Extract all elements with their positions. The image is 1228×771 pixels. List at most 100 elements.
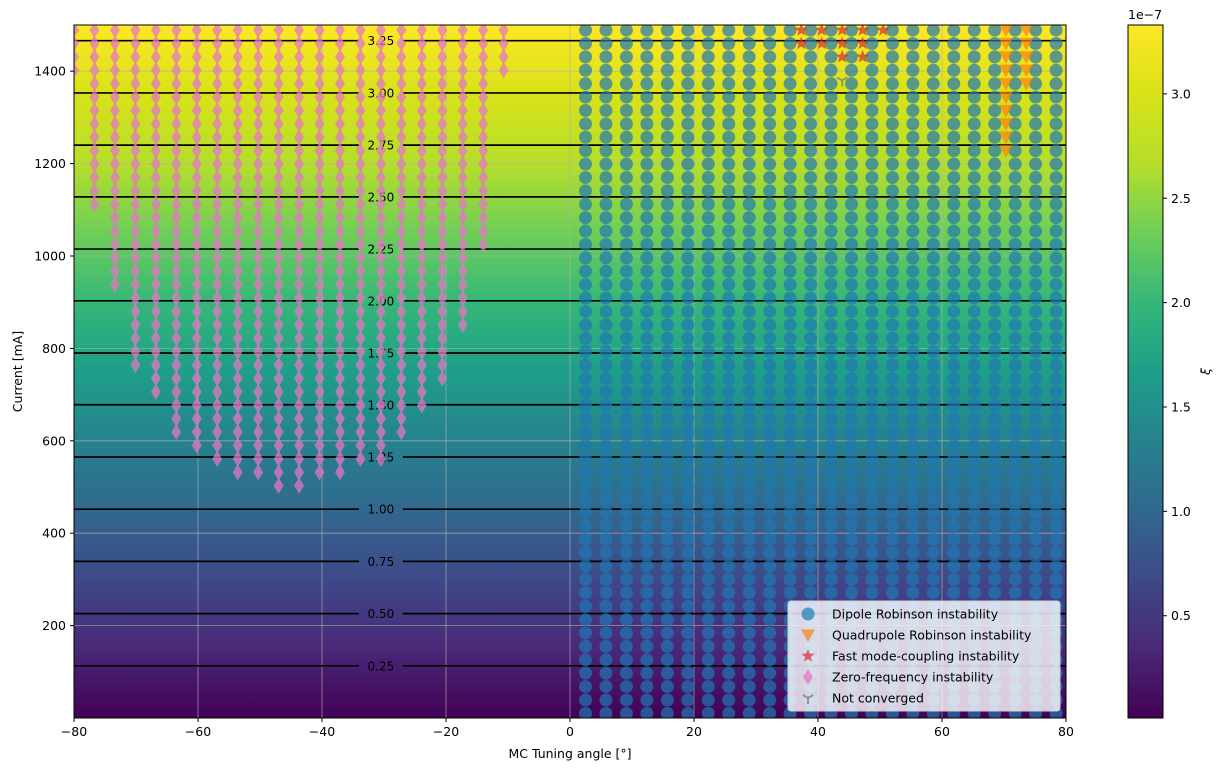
- zero-frequency-marker: [416, 142, 427, 159]
- dipole-marker: [722, 130, 736, 144]
- dipole-marker: [906, 345, 920, 359]
- zero-frequency-marker: [375, 129, 386, 146]
- dipole-marker: [967, 304, 981, 318]
- dipole-marker: [865, 90, 879, 104]
- zero-frequency-marker: [396, 156, 407, 173]
- dipole-marker: [824, 211, 838, 225]
- dipole-marker: [640, 532, 654, 546]
- dipole-marker: [926, 63, 940, 77]
- dipole-marker: [722, 572, 736, 586]
- zero-frequency-marker: [294, 142, 305, 159]
- dipole-marker: [579, 613, 592, 627]
- dipole-marker: [722, 519, 736, 533]
- dipole-marker: [681, 452, 695, 466]
- dipole-marker: [1008, 291, 1022, 305]
- dipole-marker: [885, 130, 899, 144]
- zero-frequency-marker: [314, 316, 325, 333]
- dipole-marker: [701, 170, 715, 184]
- dipole-marker: [885, 318, 899, 332]
- colorbar-exponent: 1e−7: [1128, 7, 1162, 22]
- zero-frequency-marker: [130, 62, 141, 79]
- dipole-marker: [783, 519, 797, 533]
- dipole-marker: [844, 572, 858, 586]
- zero-frequency-marker: [130, 209, 141, 226]
- dipole-marker: [1008, 25, 1022, 37]
- zero-frequency-marker: [335, 169, 345, 186]
- dipole-marker: [681, 170, 695, 184]
- zero-frequency-marker: [212, 290, 223, 307]
- dipole-marker: [783, 50, 797, 64]
- dipole-marker: [906, 144, 920, 158]
- dipole-marker: [783, 130, 797, 144]
- zero-frequency-marker: [273, 343, 284, 360]
- dipole-marker: [1029, 371, 1043, 385]
- dipole-marker: [926, 237, 940, 251]
- zero-frequency-marker: [335, 343, 345, 360]
- dipole-marker: [865, 371, 879, 385]
- zero-frequency-marker: [314, 25, 325, 39]
- zero-frequency-marker: [396, 303, 407, 320]
- dipole-marker: [885, 103, 899, 117]
- dipole-marker: [926, 345, 940, 359]
- dipole-marker: [722, 36, 736, 50]
- dipole-marker: [742, 251, 756, 265]
- zero-frequency-marker: [253, 343, 264, 360]
- dipole-marker: [763, 626, 777, 640]
- zero-frequency-marker: [335, 25, 345, 39]
- dipole-marker: [988, 184, 1002, 198]
- zero-frequency-marker: [171, 330, 182, 347]
- dipole-marker: [967, 465, 981, 479]
- dipole-marker: [619, 613, 633, 627]
- dipole-marker: [804, 170, 818, 184]
- dipole-marker: [660, 479, 674, 493]
- zero-frequency-marker: [355, 450, 366, 467]
- dipole-marker: [824, 572, 838, 586]
- dipole-marker: [824, 291, 838, 305]
- dipole-marker: [640, 197, 654, 211]
- zero-frequency-marker: [457, 303, 468, 320]
- dipole-marker: [1029, 425, 1043, 439]
- zero-frequency-marker: [171, 209, 182, 226]
- dipole-marker: [599, 264, 613, 278]
- dipole-marker: [722, 465, 736, 479]
- dipole-marker: [701, 117, 715, 131]
- dipole-marker: [844, 532, 858, 546]
- dipole-marker: [844, 224, 858, 238]
- zero-frequency-marker: [212, 397, 223, 414]
- zero-frequency-marker: [273, 182, 284, 199]
- dipole-marker: [1049, 371, 1063, 385]
- dipole-marker: [579, 599, 592, 613]
- zero-frequency-marker: [478, 89, 489, 106]
- zero-frequency-marker: [130, 236, 141, 253]
- dipole-marker: [681, 318, 695, 332]
- legend-frame: [787, 600, 1061, 712]
- dipole-marker: [763, 224, 777, 238]
- zero-frequency-marker: [273, 75, 284, 92]
- zero-frequency-marker: [314, 129, 325, 146]
- zero-frequency-marker: [457, 156, 468, 173]
- dipole-marker: [1029, 331, 1043, 345]
- zero-frequency-marker: [314, 48, 325, 65]
- zero-frequency-marker: [191, 424, 202, 441]
- dipole-marker: [824, 465, 838, 479]
- zero-frequency-marker: [212, 437, 223, 454]
- fast-mode-coupling-marker: [835, 25, 849, 36]
- dipole-marker: [947, 398, 961, 412]
- dipole-marker: [804, 559, 818, 573]
- dipole-marker: [722, 613, 736, 627]
- dipole-marker: [783, 237, 797, 251]
- dipole-marker: [1029, 452, 1043, 466]
- zero-frequency-marker: [212, 75, 223, 92]
- dipole-marker: [722, 103, 736, 117]
- dipole-marker: [722, 184, 736, 198]
- dipole-marker: [619, 184, 633, 198]
- contour-label: 0.75: [368, 555, 395, 569]
- dipole-marker: [1049, 519, 1063, 533]
- fast-mode-coupling-marker: [815, 36, 829, 50]
- dipole-marker: [742, 385, 756, 399]
- dipole-marker: [701, 211, 715, 225]
- dipole-marker: [640, 613, 654, 627]
- zero-frequency-marker: [212, 129, 223, 146]
- dipole-marker: [742, 345, 756, 359]
- dipole-marker: [681, 304, 695, 318]
